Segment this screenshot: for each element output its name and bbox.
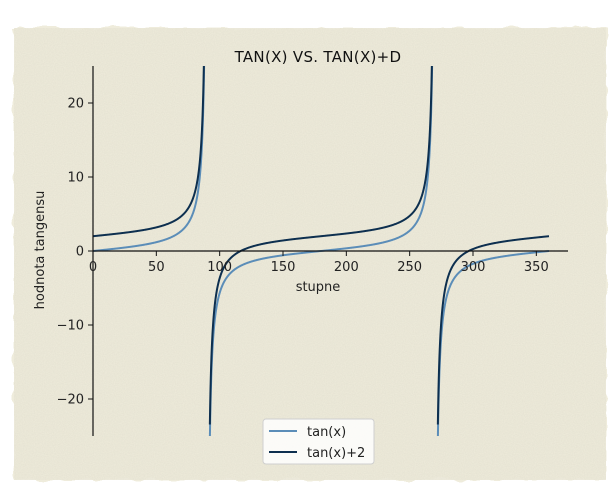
x-tick-label: 150	[271, 260, 296, 275]
x-tick-label: 350	[524, 260, 549, 275]
y-tick-label: 10	[67, 171, 84, 186]
ticks: 0 50 100 150 200 250 300 350 −20 −10 0 10 20	[57, 97, 549, 408]
paper-background	[14, 28, 606, 480]
x-tick-label: 300	[461, 260, 486, 275]
legend-label-tan-plus-2: tan(x)+2	[307, 446, 365, 461]
series-layer	[93, 66, 550, 436]
legend-label-tan: tan(x)	[307, 425, 346, 440]
x-tick-label: 200	[334, 260, 359, 275]
x-tick-label: 100	[207, 260, 232, 275]
x-tick-label: 0	[89, 260, 97, 275]
series-line-tan-plus-2-branch-1	[208, 66, 433, 425]
series-line-tan-branch-2	[436, 250, 550, 436]
series-line-tan-plus-2-branch-0	[93, 66, 205, 238]
y-tick-label: 20	[67, 97, 84, 112]
chart-title: TAN(X) VS. TAN(X)+D	[234, 48, 402, 66]
series-line-tan-branch-0	[93, 66, 206, 252]
y-tick-label: 0	[76, 245, 84, 260]
y-tick-label: −20	[57, 393, 84, 408]
y-tick-label: −10	[57, 319, 84, 334]
x-tick-label: 50	[148, 260, 165, 275]
x-axis-label: stupne	[296, 280, 341, 295]
x-tick-label: 250	[397, 260, 422, 275]
legend: tan(x) tan(x)+2	[262, 418, 375, 465]
series-line-tan-plus-2-branch-2	[436, 235, 550, 425]
y-axis-label: hodnota tangensu	[33, 191, 48, 310]
